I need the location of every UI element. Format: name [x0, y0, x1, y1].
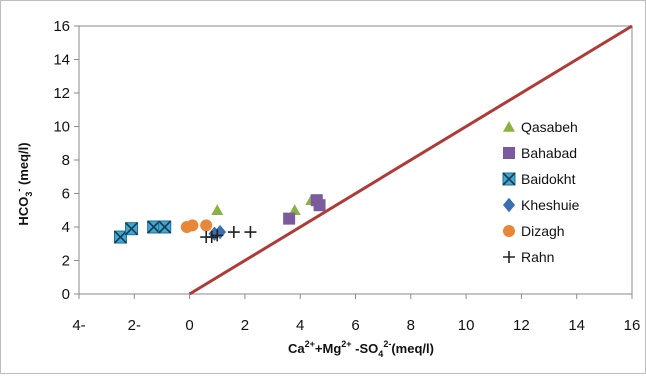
- x-axis-ticks: 4- 2- 0 2 4 6 8 10 12 14 16: [72, 294, 640, 334]
- x-tick-label: 2-: [128, 317, 141, 334]
- legend-marker-baidokht: [502, 172, 516, 186]
- y-tick-label: 4: [62, 219, 70, 236]
- point-rahn: [211, 229, 224, 242]
- legend-marker-dizagh: [503, 225, 515, 237]
- x-tick-label: 2: [241, 317, 249, 334]
- y-tick-label: 6: [62, 186, 70, 203]
- point-bahabad: [313, 199, 326, 212]
- point-dizagh: [200, 219, 213, 232]
- y-tick-label: 14: [53, 52, 70, 69]
- legend-label-bahabad: Bahabad: [521, 145, 577, 161]
- marker-cross: [158, 220, 172, 234]
- point-rahn: [227, 226, 240, 239]
- x-tick-label: 0: [185, 317, 193, 334]
- y-axis-title: HCO3- (meq/l): [14, 142, 34, 225]
- legend-label-baidokht: Baidokht: [521, 171, 576, 187]
- x-tick-label: 6: [351, 317, 359, 334]
- legend: Qasabeh Bahabad Baidokht Kheshuie Dizagh Rahn: [502, 119, 580, 265]
- y-tick-label: 8: [62, 152, 70, 169]
- legend-marker-bahabad: [503, 147, 515, 159]
- point-baidokht: [147, 220, 161, 234]
- point-rahn: [205, 231, 218, 244]
- legend-label-qasabeh: Qasabeh: [521, 119, 578, 135]
- y-tick-label: 12: [53, 85, 70, 102]
- legend-label-kheshuie: Kheshuie: [521, 197, 580, 213]
- point-baidokht: [113, 230, 128, 244]
- data-points: [113, 194, 326, 244]
- series-qasabeh: [211, 194, 326, 216]
- legend-marker-rahn: [503, 251, 515, 263]
- x-tick-label: 14: [568, 317, 585, 334]
- marker-cross: [502, 172, 516, 186]
- x-axis-title: Ca2++Mg2+ -SO42-(meq/l): [288, 339, 434, 359]
- legend-label-rahn: Rahn: [521, 249, 554, 265]
- point-rahn: [244, 226, 257, 239]
- y-tick-label: 16: [53, 18, 70, 35]
- point-bahabad: [283, 212, 296, 225]
- point-qasabeh: [288, 204, 301, 216]
- legend-marker-qasabeh: [503, 121, 515, 132]
- reference-line-group: [188, 24, 633, 296]
- marker-cross: [113, 230, 128, 244]
- x-tick-label: 8: [407, 317, 415, 334]
- legend-label-dizagh: Dizagh: [521, 223, 565, 239]
- y-tick-label: 2: [62, 253, 70, 270]
- x-tick-label: 4-: [72, 317, 85, 334]
- x-tick-label: 4: [296, 317, 304, 334]
- point-baidokht: [158, 220, 172, 234]
- point-baidokht: [124, 222, 139, 236]
- x-tick-label: 16: [624, 317, 641, 334]
- series-rahn: [200, 226, 257, 244]
- y-tick-label: 0: [62, 286, 70, 303]
- series-baidokht: [113, 220, 172, 244]
- x-tick-label: 12: [513, 317, 530, 334]
- x-tick-label: 10: [458, 317, 475, 334]
- reference-line-1to1: [188, 24, 633, 296]
- marker-cross: [147, 220, 161, 234]
- legend-marker-kheshuie: [503, 197, 515, 213]
- y-tick-label: 10: [53, 119, 70, 136]
- series-bahabad: [283, 194, 326, 225]
- point-qasabeh: [211, 204, 224, 216]
- point-dizagh: [186, 219, 199, 232]
- marker-cross: [124, 222, 139, 236]
- y-axis-ticks: 0 2 4 6 8 10 12 14 16: [53, 18, 79, 303]
- series-dizagh: [180, 219, 213, 233]
